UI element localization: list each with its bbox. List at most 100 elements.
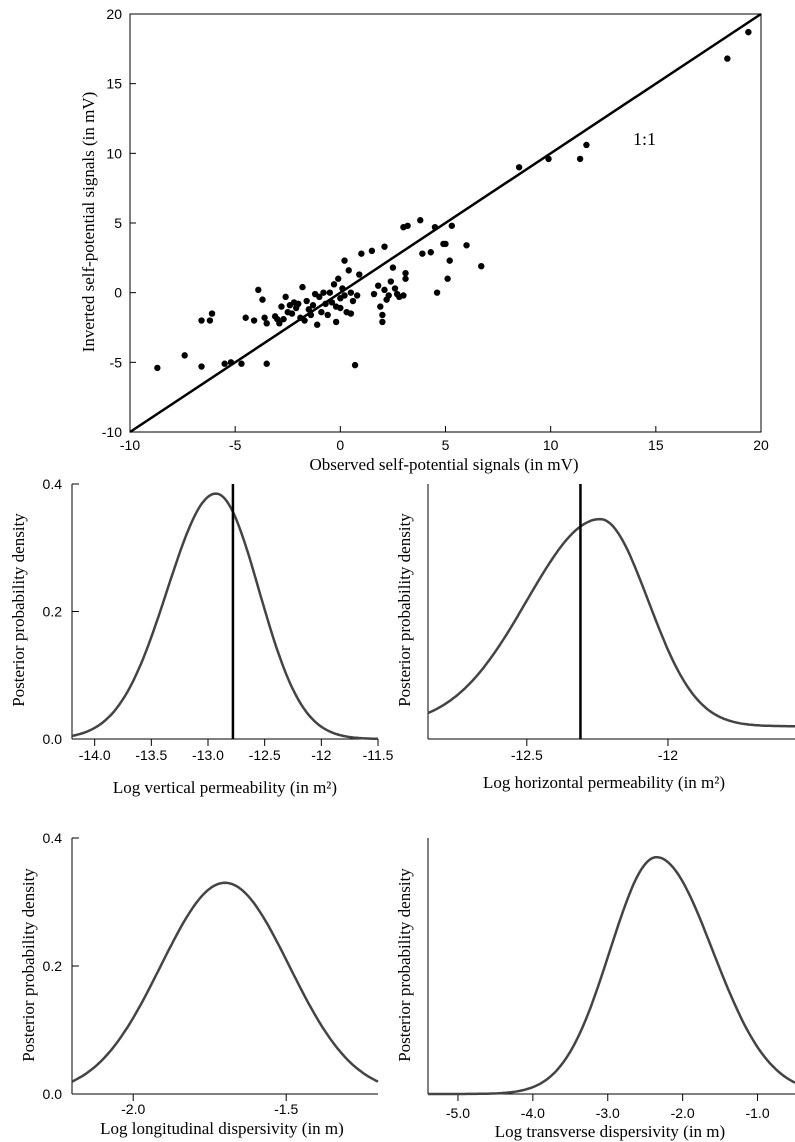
scatter-point — [242, 314, 249, 321]
scatter-point — [404, 222, 411, 229]
scatter-point — [303, 297, 310, 305]
panel0-x-tick-label: 5 — [442, 437, 450, 453]
panel2-x-tick-label: -12.5 — [511, 747, 543, 763]
longitudinal-dispersivity-panel: -2.0 -1.5 0.0 0.2 0.4 Log longitudinal dispe… — [19, 830, 379, 1138]
scatter-point — [261, 314, 268, 321]
scatter-point — [381, 286, 388, 294]
vertical-permeability-panel: -14.0 -13.5 -13.0 -12.5 -12 -11.5 0.0 0.2 0.4 Lo… — [9, 476, 394, 797]
panel1-x-tick-label: -12.5 — [249, 747, 281, 763]
panel3-x-tick-label: -2.0 — [121, 1101, 145, 1117]
scatter-point — [322, 300, 329, 308]
scatter-point — [442, 240, 449, 248]
scatter-point — [389, 264, 397, 271]
one-to-one-label: 1:1 — [633, 129, 656, 149]
scatter-point — [345, 267, 352, 274]
scatter-point — [324, 311, 331, 319]
panel4-x-tick-label: -2.0 — [671, 1105, 695, 1121]
scatter-point — [400, 292, 407, 299]
scatter-point — [431, 223, 439, 231]
scatter-point — [370, 290, 378, 298]
scatter-point — [263, 320, 270, 327]
scatter-point — [278, 303, 285, 310]
panel0-x-tick-label: -5 — [229, 437, 242, 453]
scatter-point — [227, 359, 235, 366]
vertical-permeability-posterior-curve — [71, 492, 378, 741]
panel4-y-axis-label: Posterior probability density — [395, 868, 414, 1062]
scatter-point — [280, 315, 287, 323]
longitudinal-dispersivity-posterior-curve — [71, 881, 379, 1083]
panel1-y-tick-label: 0.4 — [43, 476, 63, 492]
scatter-point — [288, 310, 296, 317]
panel1-y-axis-label: Posterior probability density — [9, 513, 28, 707]
scatter-point — [347, 310, 355, 317]
scatter-point — [301, 317, 308, 324]
scatter-point — [356, 271, 363, 278]
scatter-point — [282, 293, 289, 301]
scatter-point — [198, 363, 205, 370]
panel2-x-axis-label: Log horizontal permeability (in m²) — [483, 773, 725, 792]
panel0-x-tick-label: 0 — [336, 437, 344, 453]
scatter-point — [198, 317, 205, 324]
panel1-y-tick-label: 0.0 — [43, 731, 63, 747]
scatter-point — [341, 257, 348, 264]
scatter-point — [332, 318, 340, 326]
scatter-point — [433, 289, 441, 296]
one-to-one-line — [129, 12, 762, 434]
panel4-x-tick-label: -3.0 — [596, 1105, 620, 1121]
panel1-x-tick-label: -13.5 — [135, 747, 167, 763]
transverse-dispersivity-panel: -5.0 -4.0 -3.0 -2.0 -1.0 Log transverse disp… — [395, 838, 795, 1141]
scatter-point — [328, 299, 336, 306]
panel1-x-tick-label: -12 — [311, 747, 331, 763]
scatter-point — [381, 243, 388, 250]
scatter-point — [515, 164, 523, 171]
scatter-point — [316, 293, 323, 301]
panel0-y-tick-label: 5 — [114, 215, 122, 231]
scatter-point — [276, 320, 283, 327]
scatter-point — [263, 360, 270, 367]
panel2-x-tick-label: -12 — [658, 747, 678, 763]
panel0-x-tick-label: 10 — [543, 437, 559, 453]
panel3-y-tick-label: 0.4 — [43, 830, 63, 846]
panel4-x-axis-label: Log transverse dispersivity (in m) — [495, 1122, 725, 1141]
panel0-x-tick-label: -10 — [120, 437, 140, 453]
scatter-point — [181, 352, 188, 359]
scatter-point — [374, 282, 382, 289]
scatter-point — [387, 278, 395, 285]
panel1-y-tick-label: 0.2 — [43, 604, 63, 620]
scatter-point — [446, 257, 453, 264]
scatter-point — [238, 360, 245, 367]
scatter-point — [379, 318, 386, 326]
panel1-x-tick-label: -14.0 — [79, 747, 111, 763]
scatter-point — [307, 311, 315, 319]
panel0-y-tick-label: 10 — [106, 145, 122, 161]
scatter-point — [724, 55, 731, 62]
panel3-x-axis-label: Log longitudinal dispersivity (in m) — [100, 1119, 344, 1138]
scatter-point — [379, 311, 386, 319]
panel2-y-axis-label: Posterior probability density — [395, 513, 414, 707]
scatter-point — [259, 296, 266, 303]
scatter-point — [368, 247, 376, 255]
scatter-point — [478, 262, 485, 270]
scatter-point — [377, 303, 384, 310]
scatter-point — [337, 304, 344, 312]
scatter-point — [341, 292, 348, 299]
scatter-point — [351, 361, 359, 369]
scatter-point — [391, 285, 399, 292]
scatter-point — [444, 275, 451, 282]
scatter-point — [320, 289, 327, 296]
scatter-y-axis-label: Inverted self-potential signals (in mV) — [79, 92, 98, 353]
scatter-point — [463, 242, 470, 249]
horizontal-permeability-panel: -12.5 -12 Log horizontal permeability (in… — [395, 484, 795, 792]
scatter-point — [583, 141, 590, 149]
panel0-y-tick-label: 15 — [106, 76, 122, 92]
horizontal-permeability-posterior-curve — [427, 517, 795, 728]
panel0-y-tick-label: -5 — [110, 354, 123, 370]
scatter-point — [745, 28, 752, 36]
panel0-x-tick-label: 15 — [648, 437, 664, 453]
scatter-point — [313, 321, 321, 328]
scatter-point — [545, 155, 552, 163]
scatter-point — [250, 317, 258, 324]
scatter-point — [402, 269, 409, 277]
scatter-point — [353, 292, 361, 299]
